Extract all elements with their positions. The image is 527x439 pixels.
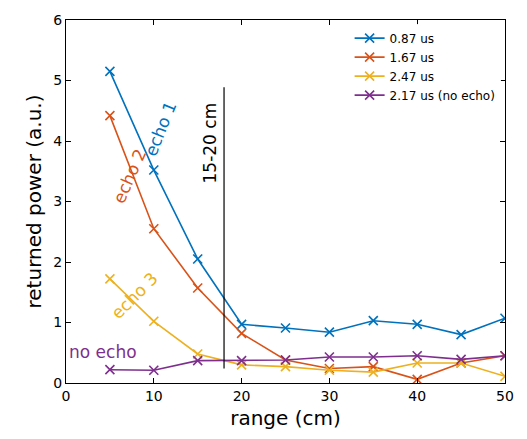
svg-text:5: 5 bbox=[53, 72, 62, 88]
svg-text:4: 4 bbox=[53, 133, 62, 149]
svg-text:returned power (a.u.): returned power (a.u.) bbox=[22, 95, 46, 309]
svg-text:1.67 us: 1.67 us bbox=[390, 51, 434, 65]
svg-text:6: 6 bbox=[53, 12, 62, 28]
svg-text:range (cm): range (cm) bbox=[230, 406, 341, 430]
svg-text:2.47 us: 2.47 us bbox=[390, 70, 434, 84]
svg-text:20: 20 bbox=[233, 388, 251, 404]
svg-text:2: 2 bbox=[53, 254, 62, 270]
svg-text:3: 3 bbox=[53, 193, 62, 209]
svg-text:10: 10 bbox=[145, 388, 163, 404]
svg-text:40: 40 bbox=[408, 388, 426, 404]
svg-text:echo 2: echo 2 bbox=[109, 146, 151, 206]
svg-text:1: 1 bbox=[53, 314, 62, 330]
svg-text:0: 0 bbox=[62, 388, 71, 404]
svg-text:0.87 us: 0.87 us bbox=[390, 32, 434, 46]
svg-text:echo 1: echo 1 bbox=[141, 98, 181, 159]
svg-text:0: 0 bbox=[53, 375, 62, 391]
svg-text:echo 3: echo 3 bbox=[107, 268, 162, 323]
svg-text:2.17 us (no echo): 2.17 us (no echo) bbox=[390, 89, 495, 103]
svg-text:30: 30 bbox=[320, 388, 338, 404]
svg-text:50: 50 bbox=[496, 388, 514, 404]
svg-text:no echo: no echo bbox=[69, 342, 137, 362]
svg-text:15-20 cm: 15-20 cm bbox=[200, 103, 220, 184]
